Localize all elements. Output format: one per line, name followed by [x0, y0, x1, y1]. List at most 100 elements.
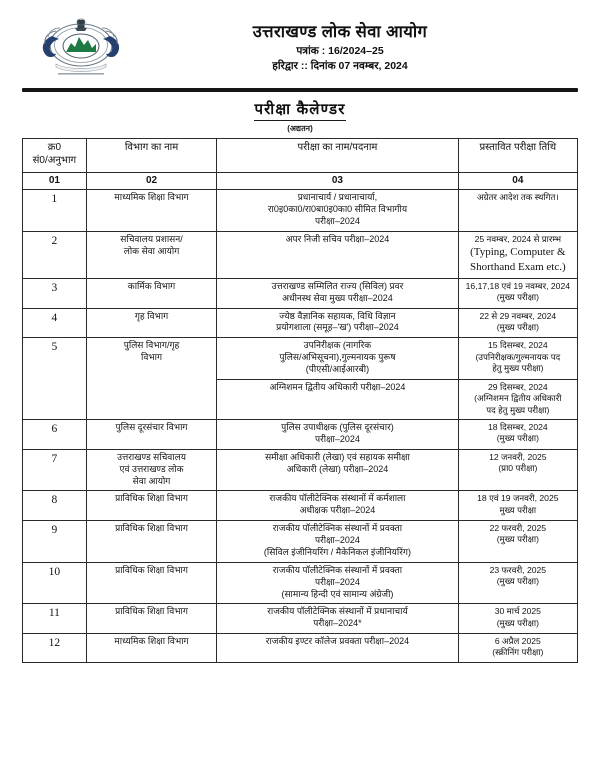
cell-proposed-date: 15 दिसम्बर, 2024 (उपनिरीक्षक/गुल्मनायक पद…	[457, 337, 579, 380]
exam-calendar-table-wrap: क्र0 सं0/अनुभाग विभाग का नाम परीक्षा का …	[0, 134, 600, 663]
column-number-row: 01 02 03 04	[22, 171, 579, 191]
cell-serial-number: 7	[22, 448, 87, 492]
page-subtitle: (अद्यतन)	[287, 124, 313, 133]
organization-name: उत्तराखण्ड लोक सेवा आयोग	[252, 23, 428, 41]
cell-line: लोक सेवा आयोग	[123, 245, 180, 256]
cell-serial-number: 4	[22, 307, 87, 339]
cell-department: पुलिस विभाग/गृह विभाग	[85, 337, 218, 420]
cell-line: 16,17,18 एवं 19 नवम्बर, 2024	[465, 280, 571, 291]
cell-exam-name: उपनिरीक्षक (नागरिक पुलिस/अभिसूचना),गुल्मन…	[216, 337, 459, 380]
cell-proposed-date: 18 एवं 19 जनवरी, 2025 मुख्य परीक्षा	[457, 490, 579, 522]
cell-line: परीक्षा–2024*	[313, 618, 362, 629]
cell-proposed-date: 16,17,18 एवं 19 नवम्बर, 2024 (मुख्य परीक्…	[457, 277, 579, 309]
table-row: 11 प्राविधिक शिक्षा विभाग राजकीय पॉलीटेक्न…	[22, 603, 579, 635]
cell-serial-number: 3	[22, 277, 87, 309]
cell-line: राजकीय पॉलीटेक्निक संस्थानों में प्रवक्त…	[272, 564, 403, 575]
cell-line: (Typing, Computer &	[470, 246, 566, 259]
cell-line: उत्तराखण्ड सचिवालय	[117, 451, 186, 462]
cell-line: अग्रेतर आदेश तक स्थगित।	[477, 192, 559, 203]
cell-line: पद हेतु मुख्य परीक्षा)	[486, 404, 550, 415]
table-row: अग्निशमन द्वितीय अधिकारी परीक्षा–2024 29 …	[23, 378, 579, 421]
cell-proposed-date: 22 से 29 नवम्बर, 2024 (मुख्य परीक्षा)	[457, 307, 579, 339]
cell-line: गृह विभाग	[134, 310, 169, 321]
cell-department: प्राविधिक शिक्षा विभाग	[85, 603, 218, 635]
cell-proposed-date: 29 दिसम्बर, 2024 (अग्निशमन द्वितीय अधिकार…	[457, 378, 579, 421]
cell-line: प्रधानाचार्य / प्रधानाचार्या,	[297, 192, 378, 203]
cell-line: अग्निशमन द्वितीय अधिकारी परीक्षा–2024	[269, 381, 406, 392]
column-number-02: 02	[85, 171, 218, 191]
cell-line: (मुख्य परीक्षा)	[496, 433, 539, 444]
cell-line: परीक्षा–2024	[314, 535, 360, 545]
cell-line: 6 अप्रैल 2025	[494, 636, 541, 647]
cell-line: उत्तराखण्ड सम्मिलित राज्य (सिविल) प्रवर	[271, 280, 404, 291]
table-row: 4 गृह विभाग ज्येष्ठ वैज्ञानिक सहायक, विधि …	[22, 307, 579, 339]
cell-proposed-date: 23 फरवरी, 2025 (मुख्य परीक्षा)	[457, 561, 579, 605]
cell-line: सचिवालय प्रशासन/	[120, 233, 183, 244]
cell-line: 30 मार्च 2025	[494, 606, 541, 617]
cell-line: उपनिरीक्षक (नागरिक	[303, 340, 372, 351]
cell-line: (मुख्य परीक्षा)	[496, 617, 539, 628]
cell-line: मुख्य परीक्षा	[499, 504, 537, 515]
cell-exam-name: उत्तराखण्ड सम्मिलित राज्य (सिविल) प्रवर अ…	[216, 277, 459, 309]
cell-line: (उपनिरीक्षक/गुल्मनायक पद	[475, 351, 561, 362]
cell-line: परीक्षा–2024	[314, 433, 360, 444]
column-header-serial: क्र0 सं0/अनुभाग	[22, 138, 87, 173]
cell-department: सचिवालय प्रशासन/लोक सेवा आयोग	[85, 230, 218, 279]
cell-line: (मुख्य परीक्षा)	[496, 534, 539, 545]
column-number-04: 04	[457, 171, 579, 191]
cell-line: 12 जनवरी, 2025	[489, 451, 547, 462]
cell-line: राजकीय पॉलीटेक्निक संस्थानों में प्रवक्त…	[272, 523, 403, 534]
cell-exam-name: ज्येष्ठ वैज्ञानिक सहायक, विधि विज्ञान प्र…	[216, 307, 459, 339]
cell-serial-number: 9	[22, 520, 87, 563]
cell-department: उत्तराखण्ड सचिवालय एवं उत्तराखण्ड लोक सेवा…	[85, 448, 218, 492]
exam-calendar-table: क्र0 सं0/अनुभाग विभाग का नाम परीक्षा का …	[22, 138, 579, 663]
letter-number: पत्रांक : 16/2024–25	[296, 44, 384, 57]
place-and-date: हरिद्वार :: दिनांक 07 नवम्बर, 2024	[272, 60, 408, 73]
uttarakhand-state-emblem-icon	[22, 18, 140, 78]
cell-line: माध्यमिक शिक्षा विभाग	[114, 192, 189, 203]
cell-exam-name: प्रधानाचार्य / प्रधानाचार्या, रा0इ0का0/रा…	[216, 189, 459, 232]
cell-line: राजकीय पॉलीटेक्निक संस्थानों में कर्मशाल…	[269, 493, 406, 504]
cell-line: (मुख्य परीक्षा)	[496, 321, 539, 332]
cell-exam-name: राजकीय पॉलीटेक्निक संस्थानों में प्रवक्त…	[216, 561, 459, 605]
cell-serial-number: 6	[22, 419, 87, 450]
cell-line: राजकीय इण्टर कॉलेज प्रवक्ता परीक्षा–2024	[265, 636, 410, 647]
cell-department: माध्यमिक शिक्षा विभाग	[85, 633, 218, 663]
table-body: 1 माध्यमिक शिक्षा विभाग प्रधानाचार्य / प्र…	[22, 189, 579, 663]
cell-line: 18 दिसम्बर, 2024	[488, 422, 548, 432]
cell-line: 29 दिसम्बर, 2024	[488, 381, 548, 392]
cell-line: राजकीय पॉलीटेक्निक संस्थानों में प्रधाना…	[267, 606, 408, 617]
cell-line: पुलिस दूरसंचार विभाग	[115, 422, 188, 432]
cell-department: प्राविधिक शिक्षा विभाग	[85, 561, 218, 605]
cell-department: प्राविधिक शिक्षा विभाग	[85, 490, 218, 522]
cell-line: अधीनस्थ सेवा मुख्य परीक्षा–2024	[282, 292, 393, 303]
cell-exam-name: अपर निजी सचिव परीक्षा–2024	[216, 230, 459, 279]
cell-proposed-date: 30 मार्च 2025 (मुख्य परीक्षा)	[457, 603, 579, 635]
column-header-proposed-date: प्रस्तावित परीक्षा तिथि	[457, 138, 579, 173]
column-header-serial-line2: सं0/अनुभाग	[32, 155, 77, 167]
table-row: 6 पुलिस दूरसंचार विभाग पुलिस उपाधीक्षक (पु…	[22, 419, 579, 450]
cell-exam-name: राजकीय पॉलीटेक्निक संस्थानों में प्रधाना…	[216, 603, 459, 635]
cell-line: अधीक्षक परीक्षा–2024	[299, 505, 376, 516]
cell-line: प्राविधिक शिक्षा विभाग	[115, 523, 188, 534]
header-divider	[22, 88, 578, 92]
cell-proposed-date: 6 अप्रैल 2025 (स्क्रीनिंग परीक्षा)	[457, 633, 579, 663]
cell-serial-number: 1	[22, 189, 87, 232]
cell-proposed-date: 25 नवम्बर, 2024 से प्रारम्भ (Typing, Comp…	[457, 230, 579, 279]
cell-line: परीक्षा–2024	[314, 576, 360, 587]
column-number-03: 03	[216, 171, 459, 191]
document-header: उत्तराखण्ड लोक सेवा आयोग पत्रांक : 16/20…	[0, 0, 600, 78]
table-row: 9 प्राविधिक शिक्षा विभाग राजकीय पॉलीटेक्नि…	[22, 520, 579, 563]
cell-proposed-date: 12 जनवरी, 2025 (प्रा0 परीक्षा)	[457, 448, 579, 492]
cell-line: 25 नवम्बर, 2024 से प्रारम्भ	[474, 233, 562, 244]
title-block: परीक्षा कैलेण्डर (अद्यतन)	[0, 101, 600, 134]
cell-line: हेतु मुख्य परीक्षा)	[492, 363, 544, 374]
cell-department: गृह विभाग	[85, 307, 218, 339]
cell-line: (प्रा0 परीक्षा)	[498, 463, 538, 474]
cell-line: 23 फरवरी, 2025	[489, 564, 547, 575]
cell-line: ज्येष्ठ वैज्ञानिक सहायक, विधि विज्ञान	[279, 310, 396, 321]
cell-line: पुलिस विभाग/गृह	[123, 340, 180, 351]
table-row: 7 उत्तराखण्ड सचिवालय एवं उत्तराखण्ड लोक सेव…	[22, 448, 579, 492]
cell-serial-number: 10	[22, 561, 87, 605]
cell-line: (मुख्य परीक्षा)	[496, 576, 539, 587]
